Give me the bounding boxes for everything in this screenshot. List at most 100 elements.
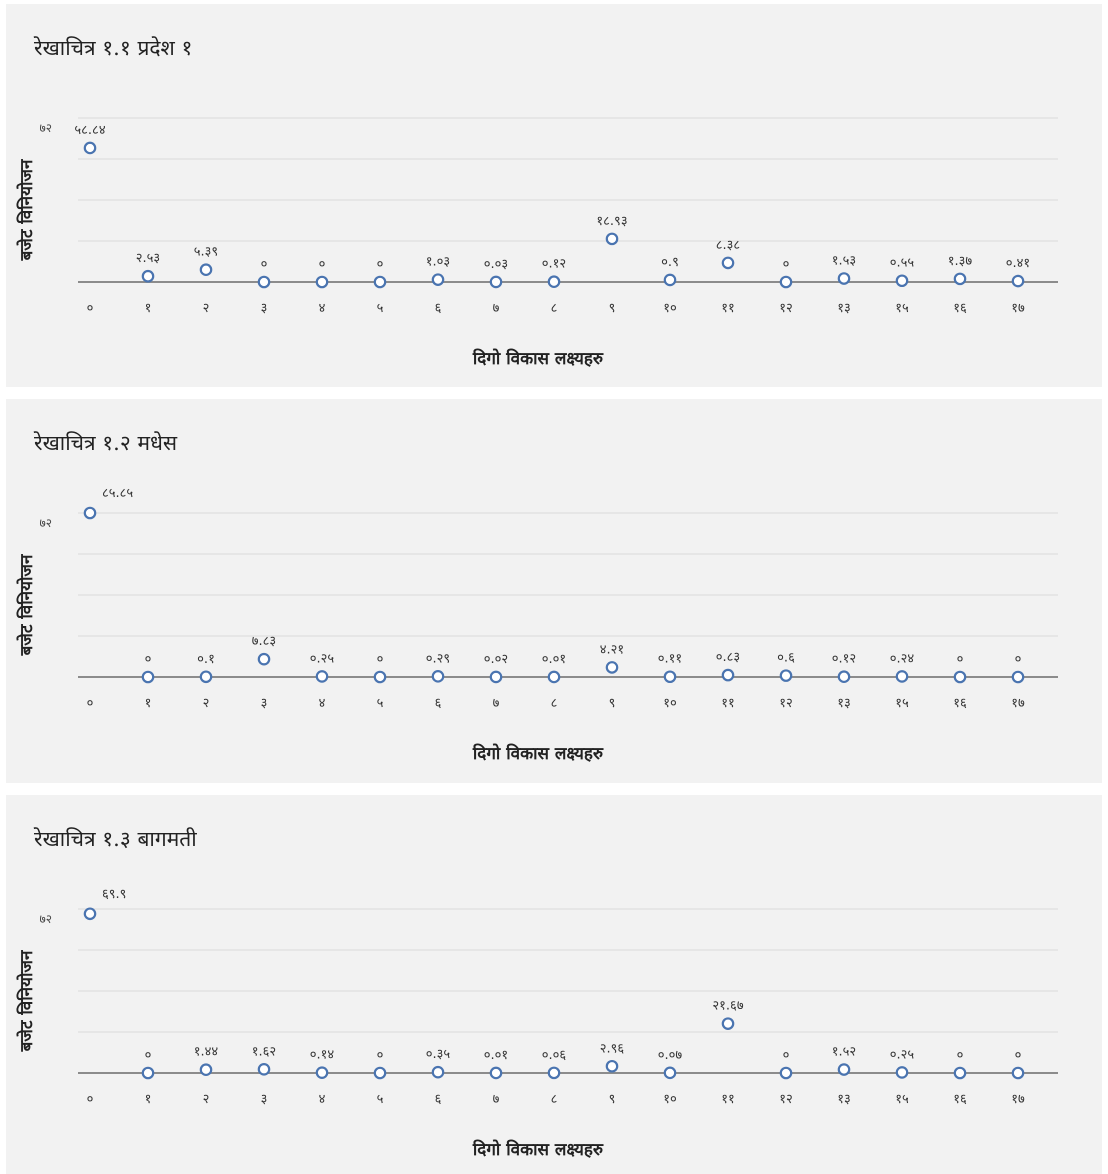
data-label: १८.९३ xyxy=(596,214,627,229)
data-label: ५८.८४ xyxy=(74,123,105,138)
x-tick-label: ६ xyxy=(435,696,442,711)
data-point xyxy=(953,272,967,286)
x-tick-label: ७ xyxy=(493,1092,500,1107)
chart-panel-1: रेखाचित्र १.१ प्रदेश १ ७२ बजेट विनियोजन दि… xyxy=(6,4,1102,387)
data-point xyxy=(605,661,619,674)
data-label: ०.६ xyxy=(777,651,795,666)
x-tick-label: ७ xyxy=(493,696,500,711)
x-tick-label: १६ xyxy=(953,696,967,711)
data-point xyxy=(431,1065,445,1079)
x-tick-label: ४ xyxy=(319,301,326,316)
x-tick-label: १० xyxy=(663,301,677,316)
data-label: ० xyxy=(377,652,384,667)
x-tick-label: १६ xyxy=(953,301,967,316)
data-label: ०.१२ xyxy=(832,652,856,667)
x-tick-label: ९ xyxy=(609,1092,616,1107)
data-point xyxy=(489,670,503,684)
y-axis-title: बजेट विनियोजन xyxy=(16,554,37,656)
data-label: १.०३ xyxy=(426,255,450,270)
data-label: ० xyxy=(957,1048,964,1063)
x-tick-label: ११ xyxy=(721,696,735,711)
x-tick-label: १७ xyxy=(1011,301,1025,316)
x-tick-label: ८ xyxy=(551,696,558,711)
data-point xyxy=(83,506,97,520)
data-point xyxy=(837,1063,851,1076)
data-point xyxy=(663,273,677,287)
data-point xyxy=(953,1066,967,1080)
x-tick-label: ० xyxy=(87,301,94,316)
x-tick-label: १ xyxy=(145,1092,152,1107)
data-point xyxy=(1011,1066,1025,1080)
x-tick-label: १६ xyxy=(953,1092,967,1107)
data-point xyxy=(663,1066,677,1080)
data-label: ० xyxy=(261,257,268,272)
data-point xyxy=(605,1059,619,1073)
data-point xyxy=(257,1063,271,1076)
data-label: ४.२१ xyxy=(600,642,624,657)
data-point xyxy=(547,670,561,684)
data-label: ०.३५ xyxy=(426,1047,451,1062)
data-label: ० xyxy=(319,257,326,272)
data-point xyxy=(547,1066,561,1080)
data-label: ० xyxy=(957,652,964,667)
x-tick-label: ४ xyxy=(319,696,326,711)
data-point xyxy=(895,670,909,683)
data-label: १.५२ xyxy=(832,1045,856,1060)
data-point xyxy=(489,275,503,289)
data-point xyxy=(721,668,735,682)
data-label: ०.१४ xyxy=(310,1048,335,1063)
data-label: ०.५५ xyxy=(890,256,915,271)
x-tick-label: ५ xyxy=(377,696,384,711)
data-label: ०.११ xyxy=(658,652,682,667)
data-point xyxy=(721,256,735,270)
x-axis-title: दिगो विकास लक्ष्यहरु xyxy=(472,743,604,764)
x-tick-label: ९ xyxy=(609,696,616,711)
data-point xyxy=(431,670,445,683)
data-point xyxy=(431,273,445,286)
data-point xyxy=(199,1063,213,1077)
data-label: १.४४ xyxy=(194,1045,219,1060)
data-label: १.५३ xyxy=(832,254,856,269)
data-point xyxy=(895,274,909,288)
data-point xyxy=(779,275,793,289)
data-label: ० xyxy=(1015,652,1022,667)
data-label: ० xyxy=(1015,1048,1022,1063)
x-tick-label: १५ xyxy=(895,301,909,316)
data-label: ० xyxy=(783,257,790,272)
data-label: ८.३८ xyxy=(716,238,741,253)
data-label: ० xyxy=(377,257,384,272)
data-label: ०.२४ xyxy=(890,651,915,666)
x-tick-label: ५ xyxy=(377,1092,384,1107)
x-tick-label: ६ xyxy=(435,1092,442,1107)
data-label: ०.२५ xyxy=(890,1047,915,1062)
x-tick-label: ० xyxy=(87,696,94,711)
chart-title: रेखाचित्र १.१ प्रदेश १ xyxy=(34,36,193,60)
x-tick-label: १ xyxy=(145,301,152,316)
data-label: ०.८३ xyxy=(716,650,740,665)
data-point xyxy=(605,232,619,246)
data-point xyxy=(199,263,213,277)
data-label: २.५३ xyxy=(136,251,160,266)
data-point xyxy=(373,1066,387,1080)
data-label: ६९.९ xyxy=(102,887,126,902)
data-point xyxy=(257,652,271,666)
x-tick-label: १२ xyxy=(779,696,793,711)
data-point xyxy=(779,1066,793,1080)
data-label: ०.०३ xyxy=(484,257,508,272)
x-tick-label: ६ xyxy=(435,301,442,316)
data-point xyxy=(1011,670,1025,684)
data-point xyxy=(199,670,213,684)
data-point xyxy=(547,275,561,289)
data-point xyxy=(373,670,387,684)
x-tick-label: ७ xyxy=(493,301,500,316)
data-point xyxy=(141,670,155,684)
x-axis-title: दिगो विकास लक्ष्यहरु xyxy=(472,348,604,369)
x-tick-label: ८ xyxy=(551,1092,558,1107)
data-label: ०.०६ xyxy=(542,1048,567,1063)
x-tick-label: १२ xyxy=(779,301,793,316)
data-point xyxy=(141,269,155,283)
y-axis-title: बजेट विनियोजन xyxy=(16,950,37,1052)
data-point xyxy=(953,670,967,684)
